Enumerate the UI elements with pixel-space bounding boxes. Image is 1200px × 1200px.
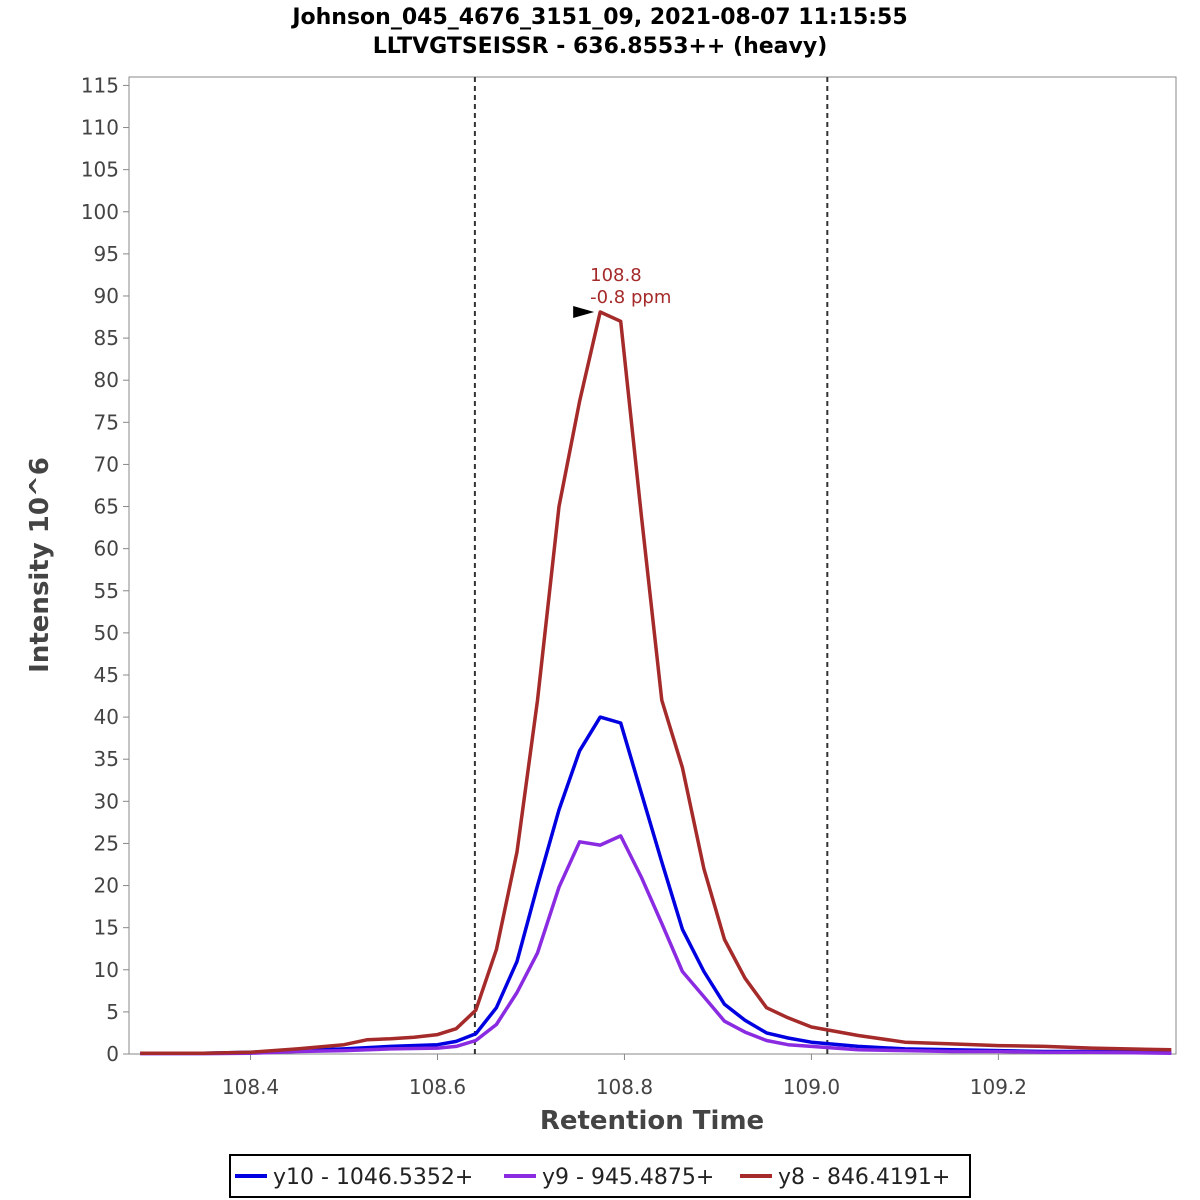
y-tick-label: 30 bbox=[94, 789, 119, 813]
y-tick-label: 55 bbox=[94, 579, 119, 603]
y-tick-label: 15 bbox=[94, 916, 119, 940]
x-tick-label: 108.8 bbox=[596, 1075, 653, 1099]
plot-area bbox=[128, 76, 1177, 1055]
legend: y10 - 1046.5352+ y9 - 945.4875+ y8 - 846.4… bbox=[229, 1154, 971, 1198]
y-tick-label: 10 bbox=[94, 958, 119, 982]
y-tick-label: 70 bbox=[94, 452, 119, 476]
y-tick-label: 20 bbox=[94, 874, 119, 898]
legend-label: y8 - 846.4191+ bbox=[778, 1165, 950, 1190]
peak-arrow-icon bbox=[573, 305, 595, 318]
y-tick-label: 0 bbox=[106, 1042, 119, 1066]
y-tick-label: 115 bbox=[81, 73, 119, 97]
y-tick-label: 85 bbox=[94, 326, 119, 350]
y-tick-label: 90 bbox=[94, 284, 119, 308]
x-tick-label: 108.6 bbox=[409, 1075, 466, 1099]
series-layer bbox=[140, 310, 1172, 1056]
chart-subtitle: LLTVGTSEISSR - 636.8553++ (heavy) bbox=[373, 34, 828, 59]
x-tick-label: 108.4 bbox=[222, 1075, 279, 1099]
y-tick-label: 95 bbox=[94, 242, 119, 266]
legend-label: y10 - 1046.5352+ bbox=[273, 1165, 473, 1190]
series-line bbox=[140, 310, 1172, 1055]
y-tick-label: 40 bbox=[94, 705, 119, 729]
y-tick-label: 5 bbox=[106, 1000, 119, 1024]
x-tick-label: 109.2 bbox=[970, 1075, 1027, 1099]
x-tick-label: 109.0 bbox=[783, 1075, 840, 1099]
series-line bbox=[140, 715, 1172, 1055]
x-axis-title: Retention Time bbox=[540, 1106, 764, 1136]
y-tick-label: 75 bbox=[94, 410, 119, 434]
series-line bbox=[140, 834, 1172, 1056]
peak-boundaries bbox=[473, 77, 829, 1054]
x-axis: 108.4 108.6 108.8 109.0 109.2 bbox=[222, 1054, 1027, 1099]
y-tick-label: 110 bbox=[81, 116, 119, 140]
legend-label: y9 - 945.4875+ bbox=[542, 1165, 714, 1190]
y-tick-label: 25 bbox=[94, 831, 119, 855]
y-tick-label: 65 bbox=[94, 495, 119, 519]
peak-annotation-rt: 108.8 bbox=[590, 265, 642, 286]
y-tick-label: 80 bbox=[94, 368, 119, 392]
peak-annotation-ppm: -0.8 ppm bbox=[590, 287, 671, 308]
legend-box bbox=[229, 1154, 971, 1198]
y-axis-title: Intensity 10^6 bbox=[25, 457, 55, 673]
y-tick-label: 60 bbox=[94, 537, 119, 561]
y-tick-label: 35 bbox=[94, 747, 119, 771]
y-tick-label: 100 bbox=[81, 200, 119, 224]
y-axis: 0 5 10 15 20 25 30 35 40 45 50 55 60 65 70 75 80 85 90 95 10… bbox=[81, 73, 129, 1066]
peak-annotation: 108.8-0.8 ppm bbox=[573, 265, 671, 318]
chart-title: Johnson_045_4676_3151_09, 2021-08-07 11:… bbox=[290, 5, 907, 30]
y-tick-label: 50 bbox=[94, 621, 119, 645]
y-tick-label: 105 bbox=[81, 158, 119, 182]
y-tick-label: 45 bbox=[94, 663, 119, 687]
